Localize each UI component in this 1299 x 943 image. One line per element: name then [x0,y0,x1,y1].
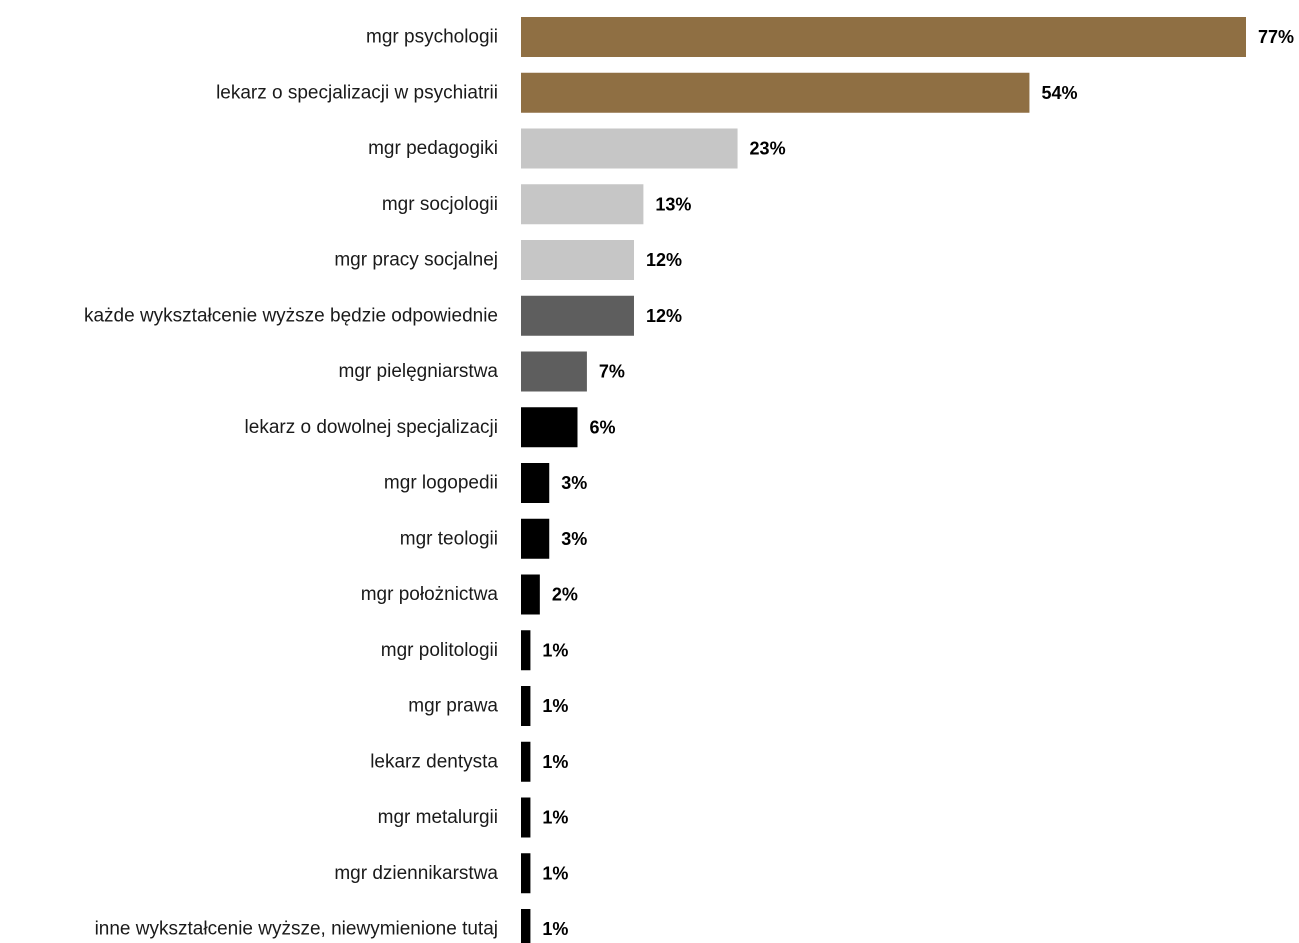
value-label: 3% [561,473,587,493]
value-label: 7% [599,362,625,382]
value-label: 13% [655,194,691,214]
bar-row: mgr metalurgii 1% [378,797,568,838]
bar-row: mgr dziennikarstwa 1% [334,853,568,894]
bar-row: mgr położnictwa 2% [361,574,578,615]
value-label: 1% [542,696,568,716]
bar-row: lekarz o specjalizacji w psychiatrii 54% [216,72,1077,113]
category-label: lekarz dentysta [370,751,498,772]
category-label: mgr położnictwa [361,584,499,605]
category-label: mgr dziennikarstwa [334,863,498,884]
category-label: mgr metalurgii [378,807,498,828]
value-label: 1% [542,752,568,772]
bar-row: mgr pielęgniarstwa 7% [339,351,625,392]
value-label: 54% [1041,83,1077,103]
category-label: mgr teologii [400,528,498,549]
category-label: inne wykształcenie wyższe, niewymienione… [95,919,498,940]
bar [521,295,634,336]
bar [521,797,531,838]
bar-row: mgr prawa 1% [408,686,568,726]
bar [521,184,644,225]
value-label: 1% [542,863,568,883]
bar [521,741,531,782]
bar [521,72,1030,113]
category-label: lekarz o specjalizacji w psychiatrii [216,82,498,103]
bar-row: mgr pedagogiki 23% [368,128,786,169]
value-label: 1% [542,808,568,828]
category-label: lekarz o dowolnej specjalizacji [245,417,498,438]
value-label: 1% [542,640,568,660]
bar-row: każde wykształcenie wyższe będzie odpowi… [84,295,682,336]
bar [521,351,587,392]
value-label: 3% [561,529,587,549]
value-label: 77% [1258,27,1294,47]
category-label: mgr pielęgniarstwa [339,361,499,382]
bar [521,407,578,448]
category-label: mgr pedagogiki [368,138,498,159]
category-label: mgr politologii [381,640,498,661]
bar [521,17,1246,57]
bar-row: mgr socjologii 13% [382,184,691,225]
bar [521,463,550,503]
value-label: 6% [589,417,615,437]
bar-row: mgr psychologii 77% [366,17,1294,57]
bar [521,686,531,726]
bar [521,240,634,280]
bar-row: lekarz o dowolnej specjalizacji 6% [245,407,616,448]
bar-row: inne wykształcenie wyższe, niewymienione… [95,909,568,943]
category-label: każde wykształcenie wyższe będzie odpowi… [84,305,498,326]
bar-row: lekarz dentysta 1% [370,741,568,782]
category-label: mgr socjologii [382,194,498,215]
category-label: mgr psychologii [366,27,498,48]
bar [521,909,531,943]
value-label: 2% [552,585,578,605]
bar [521,128,738,169]
value-label: 1% [542,919,568,939]
category-label: mgr prawa [408,696,498,717]
bar-row: mgr teologii 3% [400,518,587,559]
bar [521,574,540,615]
bar [521,518,550,559]
bar [521,853,531,894]
bar [521,630,531,671]
value-label: 23% [750,139,786,159]
bar-row: mgr pracy socjalnej 12% [334,240,682,280]
bar-row: mgr politologii 1% [381,630,568,671]
value-label: 12% [646,306,682,326]
value-label: 12% [646,250,682,270]
category-label: mgr pracy socjalnej [334,250,498,271]
bar-row: mgr logopedii 3% [384,463,587,503]
category-label: mgr logopedii [384,473,498,494]
